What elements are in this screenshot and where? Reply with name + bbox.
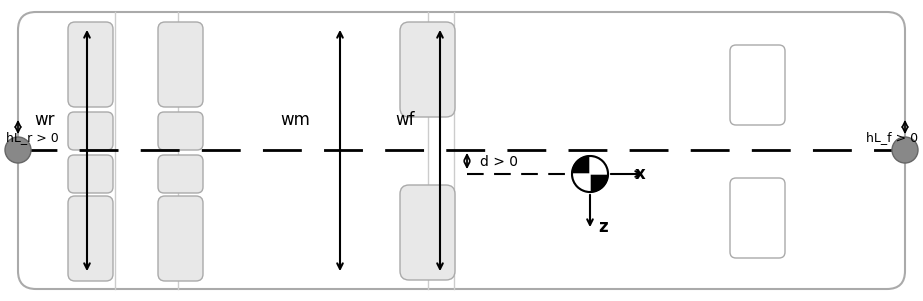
Text: d > 0: d > 0 [480,155,518,169]
FancyBboxPatch shape [730,45,785,125]
FancyBboxPatch shape [158,155,203,193]
Polygon shape [590,156,608,174]
FancyBboxPatch shape [158,196,203,281]
Text: z: z [598,218,607,236]
Text: wr: wr [34,111,55,129]
Text: x: x [635,165,646,183]
FancyBboxPatch shape [400,22,455,117]
FancyBboxPatch shape [68,112,113,150]
Text: wm: wm [280,111,310,129]
Polygon shape [572,174,590,192]
Text: wf: wf [395,111,415,129]
FancyBboxPatch shape [68,155,113,193]
FancyBboxPatch shape [68,196,113,281]
Circle shape [892,137,918,163]
FancyBboxPatch shape [730,178,785,258]
FancyBboxPatch shape [400,185,455,280]
Text: hL_r > 0: hL_r > 0 [6,132,59,144]
Polygon shape [572,156,608,192]
FancyBboxPatch shape [158,112,203,150]
Circle shape [5,137,31,163]
FancyBboxPatch shape [68,22,113,107]
FancyBboxPatch shape [158,22,203,107]
FancyBboxPatch shape [18,12,905,289]
Text: hL_f > 0: hL_f > 0 [866,132,918,144]
